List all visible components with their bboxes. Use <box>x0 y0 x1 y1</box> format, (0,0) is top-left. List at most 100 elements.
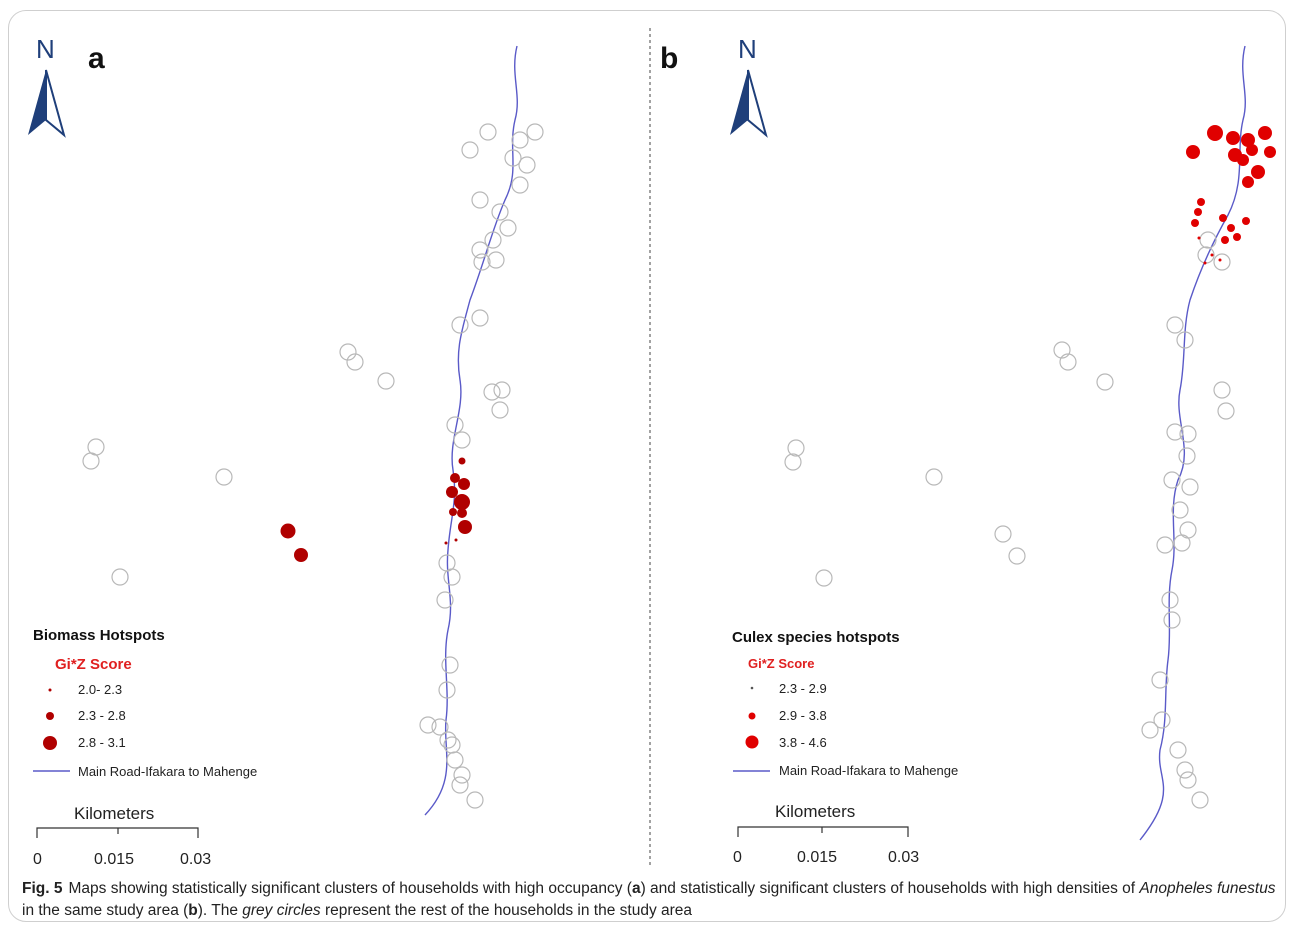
household-circle <box>346 353 364 371</box>
hotspot-b-point <box>1227 224 1235 232</box>
household-circle <box>504 149 522 167</box>
north-arrow-a-icon: N <box>28 34 66 138</box>
household-circle <box>1176 331 1194 349</box>
hotspot-a-point <box>444 541 448 545</box>
figure-caption: Fig. 5 Maps showing statistically signifi… <box>8 874 1286 926</box>
hotspot-a-point <box>280 523 296 539</box>
household-circle <box>1213 381 1231 399</box>
caption-species: Anopheles funestus <box>1139 880 1276 897</box>
household-circle <box>1163 471 1181 489</box>
household-circle <box>473 253 491 271</box>
household-circle <box>451 316 469 334</box>
scale-title-b: Kilometers <box>775 802 855 821</box>
legend-subtitle-b: Gi*Z Score <box>748 656 814 671</box>
household-circle <box>925 468 943 486</box>
legend-b-symbol-small <box>750 686 754 690</box>
caption-part1: Maps showing statistically significant c… <box>68 880 632 897</box>
household-circle <box>1179 425 1197 443</box>
legend-title-b: Culex species hotspots <box>732 629 900 646</box>
north-arrow-b-icon: N <box>730 34 768 138</box>
legend-b-item-1: 2.3 - 2.9 <box>779 681 827 696</box>
legend-title-a: Biomass Hotspots <box>33 627 165 644</box>
household-circle <box>526 123 544 141</box>
hotspot-a-point <box>457 508 467 518</box>
household-circle <box>1176 761 1194 779</box>
household-circle <box>439 731 457 749</box>
caption-b: b <box>188 902 198 919</box>
household-circle <box>471 309 489 327</box>
household-circle <box>453 431 471 449</box>
household-circle <box>1169 741 1187 759</box>
household-circle <box>1173 534 1191 552</box>
household-circle <box>787 439 805 457</box>
hotspot-a-point <box>449 508 457 516</box>
legend-a: Biomass Hotspots Gi*Z Score 2.0- 2.3 2.3… <box>33 627 257 779</box>
household-circle <box>1179 771 1197 789</box>
hotspot-b-point <box>1241 133 1255 147</box>
hotspot-b-point <box>1191 219 1199 227</box>
household-circle <box>491 203 509 221</box>
household-circle <box>446 416 464 434</box>
household-circle <box>479 123 497 141</box>
scale-a-tick-2: 0.03 <box>180 851 211 868</box>
hotspot-b-point <box>1221 236 1229 244</box>
household-circle <box>453 766 471 784</box>
legend-b-item-2: 2.9 - 3.8 <box>779 708 827 723</box>
household-circle <box>466 791 484 809</box>
legend-b-item-3: 3.8 - 4.6 <box>779 735 827 750</box>
legend-b-symbol-medium <box>748 712 756 720</box>
legend-a-road-label: Main Road-Ifakara to Mahenge <box>78 764 257 779</box>
caption-part2: ) and statistically significant clusters… <box>640 880 1140 897</box>
hotspot-b-point <box>1258 126 1272 140</box>
caption-part3: in the same study area ( <box>22 902 189 919</box>
household-circle <box>471 191 489 209</box>
hotspot-b-point <box>1242 176 1254 188</box>
household-circle <box>1191 791 1209 809</box>
legend-b-road-label: Main Road-Ifakara to Mahenge <box>779 763 958 778</box>
hotspot-b-point <box>1246 144 1258 156</box>
household-circle <box>1163 611 1181 629</box>
hotspot-a-point <box>458 520 472 534</box>
household-circle <box>1178 447 1196 465</box>
household-circle <box>484 231 502 249</box>
legend-b-symbol-large <box>745 735 759 749</box>
hotspot-b-point <box>1242 217 1250 225</box>
household-circle <box>994 525 1012 543</box>
household-circle <box>461 141 479 159</box>
household-circle <box>483 383 501 401</box>
household-circle <box>82 452 100 470</box>
hotspot-b-point <box>1207 125 1223 141</box>
household-circle <box>1161 591 1179 609</box>
household-circle <box>1053 341 1071 359</box>
household-circle <box>1096 373 1114 391</box>
hotspot-a-point <box>450 473 460 483</box>
hotspot-b-point <box>1203 261 1207 265</box>
hotspot-b-point <box>1264 146 1276 158</box>
legend-b: Culex species hotspots Gi*Z Score 2.3 - … <box>732 629 958 778</box>
caption-part4: ). The <box>197 902 243 919</box>
panel-letter-b: b <box>660 42 678 75</box>
scale-bar-a: Kilometers 0 0.015 0.03 <box>33 804 211 868</box>
road-b <box>1139 45 1246 841</box>
household-circle <box>111 568 129 586</box>
scale-b-tick-0: 0 <box>733 849 742 866</box>
scale-a-tick-1: 0.015 <box>94 851 134 868</box>
household-circle <box>1199 231 1217 249</box>
hotspot-b-point <box>1237 154 1249 166</box>
panel-letter-a: a <box>88 42 105 75</box>
legend-a-symbol-small <box>48 688 52 692</box>
household-circle <box>1008 547 1026 565</box>
household-circle <box>1213 253 1231 271</box>
legend-a-item-1: 2.0- 2.3 <box>78 682 122 697</box>
legend-a-item-3: 2.8 - 3.1 <box>78 735 126 750</box>
household-circle <box>443 568 461 586</box>
hotspot-b-point <box>1251 165 1265 179</box>
north-label-b: N <box>738 34 757 64</box>
hotspot-a-point <box>454 494 470 510</box>
road-a <box>424 45 518 816</box>
household-circle <box>493 381 511 399</box>
hotspot-b-point <box>1197 198 1205 206</box>
scale-title-a: Kilometers <box>74 804 154 823</box>
caption-part5: represent the rest of the households in … <box>320 902 693 919</box>
